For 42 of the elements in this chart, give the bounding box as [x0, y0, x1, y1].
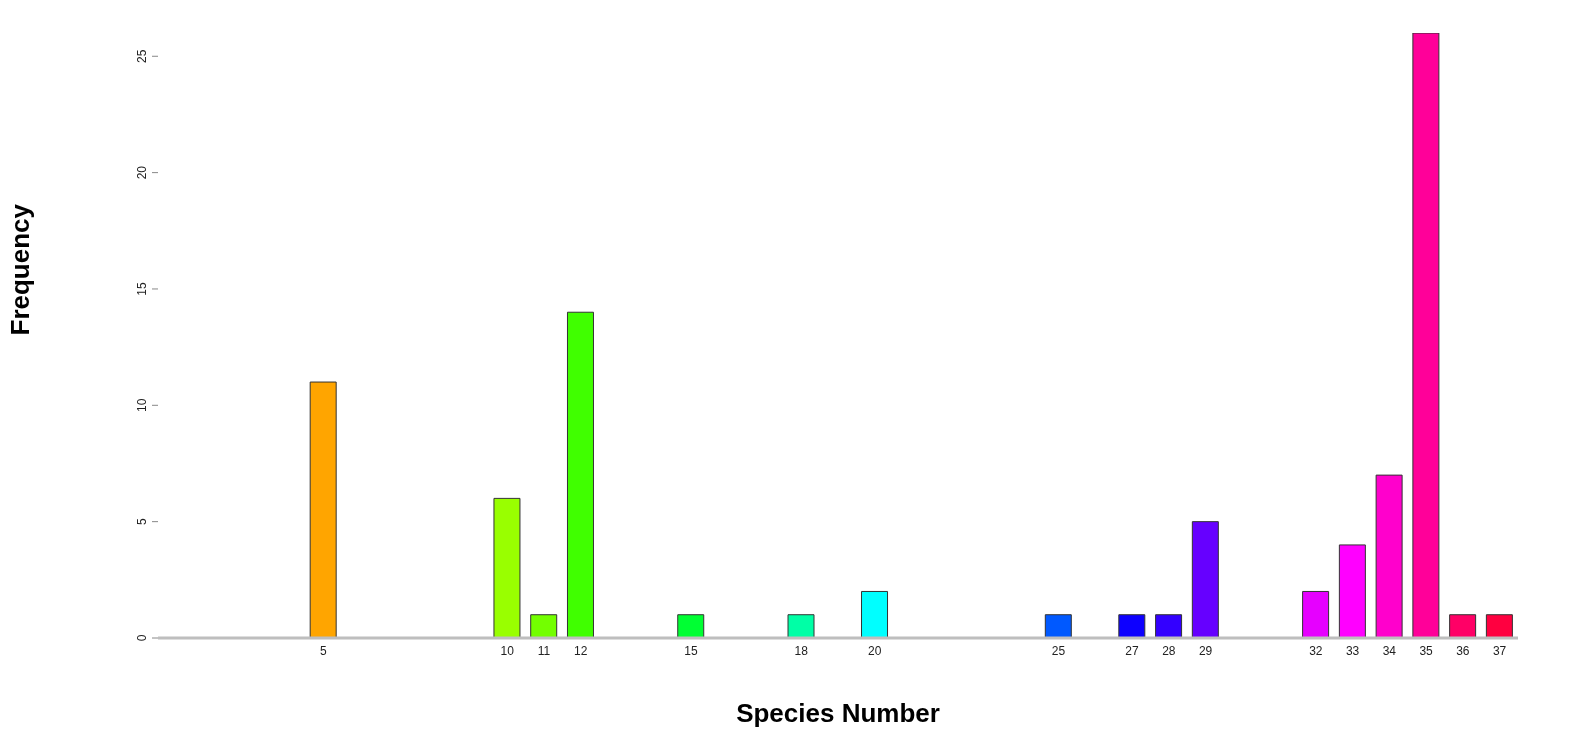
x-tick-label: 29 [1198, 643, 1213, 658]
x-tick-label: 34 [1382, 643, 1397, 658]
bar [1485, 614, 1513, 638]
x-tick-label: 12 [574, 643, 588, 658]
x-tick-label: 27 [1125, 643, 1140, 658]
bar [1302, 590, 1330, 638]
bar [1118, 614, 1146, 638]
x-tick-label: 36 [1456, 643, 1470, 658]
y-tick-label: 10 [135, 398, 149, 412]
y-tick-label: 5 [135, 518, 149, 525]
y-tick-label: 25 [135, 49, 149, 63]
y-tick-label: 20 [135, 165, 149, 180]
bar [493, 497, 521, 638]
x-tick-label: 32 [1309, 643, 1323, 658]
x-tick-label: 11 [537, 643, 551, 658]
bar [1338, 544, 1366, 638]
bar [1191, 521, 1219, 638]
x-tick-label: 5 [320, 643, 328, 658]
x-tick-label: 20 [868, 643, 882, 658]
bar [787, 614, 815, 638]
bar [566, 311, 594, 638]
x-tick-label: 10 [500, 643, 515, 658]
bar [677, 614, 705, 638]
bar [1375, 474, 1403, 638]
x-tick-label: 33 [1345, 643, 1360, 658]
bar [1044, 614, 1072, 638]
bar [530, 614, 558, 638]
bar [1155, 614, 1183, 638]
y-axis-title: Frequency [5, 203, 36, 336]
bar [861, 590, 889, 638]
x-axis-title: Species Number [735, 698, 941, 729]
x-tick-label: 35 [1419, 643, 1434, 658]
x-tick-label: 15 [684, 643, 698, 658]
x-tick-label: 25 [1051, 643, 1066, 658]
x-tick-label: 37 [1492, 643, 1507, 658]
x-tick-label: 18 [794, 643, 809, 658]
y-tick-label: 0 [135, 634, 149, 642]
bar [1449, 614, 1477, 638]
bar [309, 381, 337, 638]
bar [1412, 33, 1440, 638]
y-tick-label: 15 [135, 281, 149, 296]
x-tick-label: 28 [1162, 643, 1176, 658]
